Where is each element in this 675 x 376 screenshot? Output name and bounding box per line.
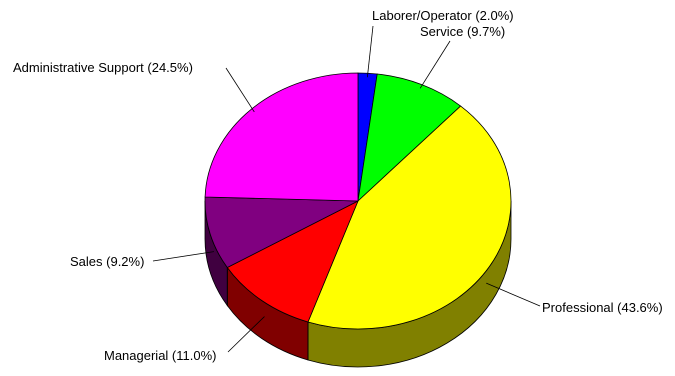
pie-slices <box>204 72 512 330</box>
pie-sides <box>204 200 512 368</box>
leader-line-administrative-support <box>225 67 255 113</box>
leader-line-service <box>419 40 451 89</box>
label-leader-lines <box>152 25 541 353</box>
slice-label-managerial: Managerial (11.0%) <box>104 348 216 363</box>
slice-label-service: Service (9.7%) <box>420 24 505 39</box>
leader-line-professional <box>486 282 541 307</box>
slice-service <box>357 73 462 203</box>
slice-label-laborer-operator: Laborer/Operator (2.0%) <box>372 8 514 23</box>
slice-administrative-support <box>204 72 359 202</box>
slice-label-administrative-support: Administrative Support (24.5%) <box>13 60 193 75</box>
slice-sales <box>204 196 359 269</box>
leader-line-sales <box>152 251 214 262</box>
slice-labels: Laborer/Operator (2.0%)Service (9.7%) Pro… <box>13 8 663 363</box>
slice-label-professional: Professional (43.6%) <box>542 300 663 315</box>
slice-managerial <box>226 200 359 323</box>
leader-line-laborer-operator <box>366 25 374 78</box>
leader-line-managerial <box>227 316 265 353</box>
slice-label-sales: Sales (9.2%) <box>70 254 144 269</box>
slice-professional <box>307 105 512 330</box>
